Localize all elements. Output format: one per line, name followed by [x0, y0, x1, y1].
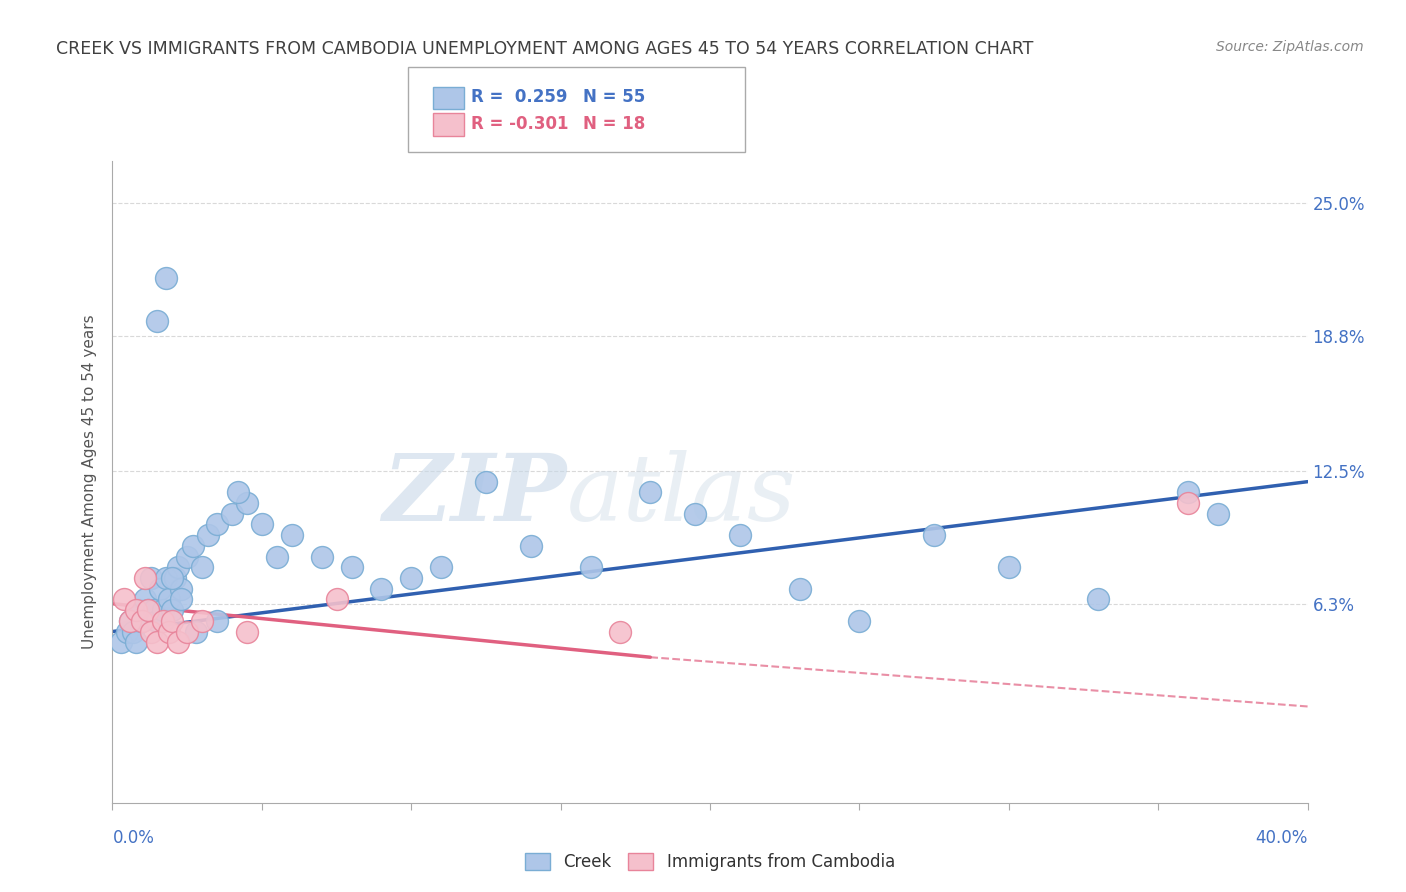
- Point: [311, 549, 333, 564]
- Point: [236, 496, 259, 510]
- Text: 40.0%: 40.0%: [1256, 830, 1308, 847]
- Point: [162, 614, 183, 628]
- Point: [181, 539, 204, 553]
- Point: [250, 517, 273, 532]
- Point: [110, 635, 132, 649]
- Point: [221, 507, 243, 521]
- Point: [146, 614, 169, 628]
- Legend: Creek, Immigrants from Cambodia: Creek, Immigrants from Cambodia: [519, 847, 901, 878]
- Point: [149, 582, 172, 596]
- Point: [157, 624, 180, 639]
- Point: [157, 592, 180, 607]
- Point: [848, 614, 870, 628]
- Point: [728, 528, 751, 542]
- Point: [122, 624, 145, 639]
- Point: [165, 571, 187, 585]
- Point: [131, 614, 153, 628]
- Point: [266, 549, 288, 564]
- Point: [146, 314, 169, 328]
- Point: [167, 635, 190, 649]
- Point: [155, 271, 177, 285]
- Text: ZIP: ZIP: [382, 450, 567, 540]
- Point: [1177, 496, 1199, 510]
- Point: [325, 592, 347, 607]
- Point: [167, 560, 190, 574]
- Point: [197, 528, 219, 542]
- Point: [141, 624, 163, 639]
- Point: [922, 528, 945, 542]
- Point: [125, 635, 148, 649]
- Point: [609, 624, 631, 639]
- Point: [125, 603, 148, 617]
- Point: [638, 485, 662, 500]
- Point: [128, 603, 150, 617]
- Point: [191, 614, 214, 628]
- Point: [143, 603, 166, 617]
- Text: Source: ZipAtlas.com: Source: ZipAtlas.com: [1216, 40, 1364, 54]
- Point: [134, 592, 156, 607]
- Point: [146, 635, 169, 649]
- Text: CREEK VS IMMIGRANTS FROM CAMBODIA UNEMPLOYMENT AMONG AGES 45 TO 54 YEARS CORRELA: CREEK VS IMMIGRANTS FROM CAMBODIA UNEMPL…: [56, 40, 1033, 58]
- Point: [152, 614, 174, 628]
- Point: [340, 560, 363, 574]
- Point: [191, 560, 214, 574]
- Point: [114, 592, 135, 607]
- Point: [138, 603, 160, 617]
- Point: [281, 528, 304, 542]
- Point: [176, 624, 198, 639]
- Point: [152, 603, 174, 617]
- Point: [998, 560, 1021, 574]
- Point: [430, 560, 453, 574]
- Point: [1177, 485, 1199, 500]
- Point: [155, 571, 177, 585]
- Y-axis label: Unemployment Among Ages 45 to 54 years: Unemployment Among Ages 45 to 54 years: [82, 314, 97, 649]
- Point: [475, 475, 498, 489]
- Point: [117, 624, 139, 639]
- Point: [134, 571, 156, 585]
- Point: [789, 582, 811, 596]
- Point: [520, 539, 543, 553]
- Point: [226, 485, 249, 500]
- Point: [138, 603, 160, 617]
- Point: [236, 624, 259, 639]
- Point: [205, 614, 228, 628]
- Point: [162, 571, 183, 585]
- Point: [186, 624, 208, 639]
- Text: R = -0.301: R = -0.301: [471, 115, 568, 133]
- Point: [162, 603, 183, 617]
- Point: [131, 614, 153, 628]
- Point: [120, 614, 142, 628]
- Point: [1087, 592, 1109, 607]
- Point: [120, 614, 142, 628]
- Point: [176, 549, 198, 564]
- Point: [579, 560, 602, 574]
- Text: R =  0.259: R = 0.259: [471, 88, 568, 106]
- Text: N = 18: N = 18: [583, 115, 645, 133]
- Point: [205, 517, 228, 532]
- Text: atlas: atlas: [567, 450, 796, 540]
- Point: [170, 582, 193, 596]
- Point: [170, 592, 193, 607]
- Point: [401, 571, 423, 585]
- Text: 0.0%: 0.0%: [112, 830, 155, 847]
- Point: [141, 571, 163, 585]
- Point: [1206, 507, 1229, 521]
- Text: N = 55: N = 55: [583, 88, 645, 106]
- Point: [683, 507, 706, 521]
- Point: [370, 582, 392, 596]
